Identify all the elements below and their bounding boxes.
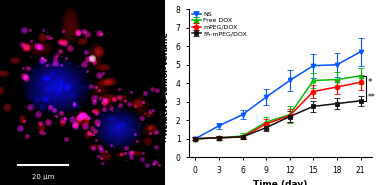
X-axis label: Time (day): Time (day) (254, 180, 308, 185)
Y-axis label: Relative tumor volume: Relative tumor volume (161, 32, 170, 135)
Text: *: * (368, 78, 372, 87)
Text: 20 μm: 20 μm (32, 174, 54, 180)
Text: Relative tumor volume: Relative tumor volume (160, 43, 169, 142)
Text: **: ** (368, 93, 375, 102)
Legend: NS, Free DOX, mPEG/DOX, FA-mPEG/DOX: NS, Free DOX, mPEG/DOX, FA-mPEG/DOX (191, 11, 248, 37)
